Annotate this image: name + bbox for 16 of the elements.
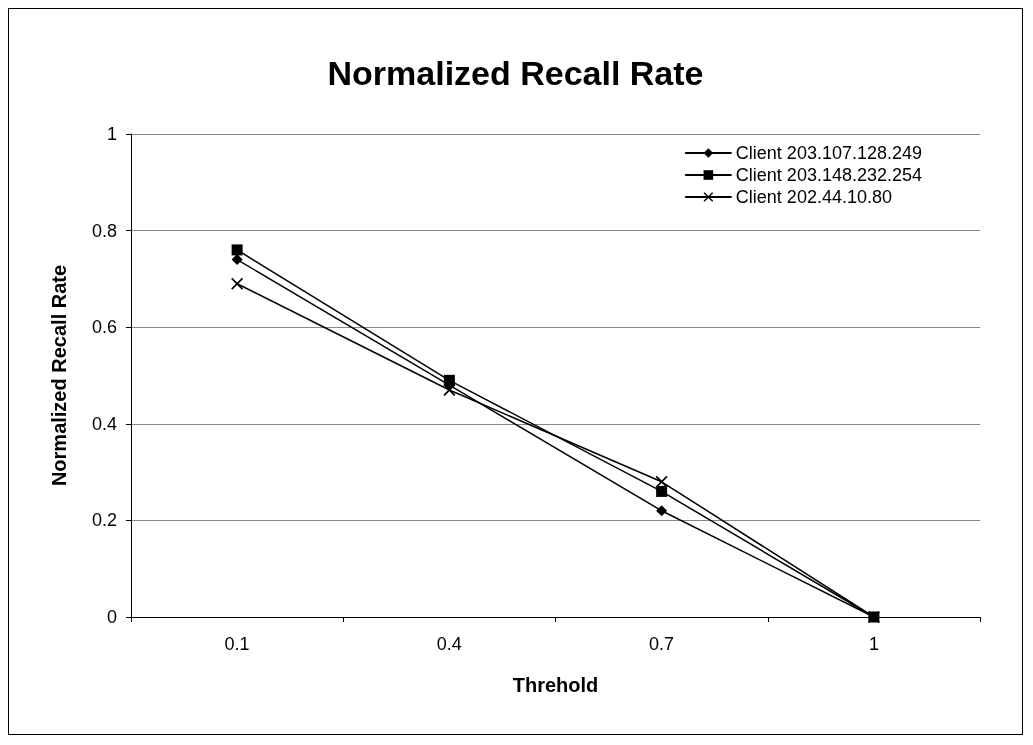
legend-label: Client 203.148.232.254: [735, 165, 922, 185]
x-tick-label: 1: [868, 634, 879, 654]
y-tick-label: 0.2: [91, 510, 117, 531]
y-tick-label: 1: [106, 124, 117, 144]
legend-label: Client 202.44.10.80: [735, 187, 892, 207]
chart-title: Normalized Recall Rate: [327, 54, 704, 92]
y-tick-label: 0.4: [91, 413, 117, 434]
x-tick-label: 0.4: [436, 634, 462, 654]
legend-label: Client 203.107.128.249: [735, 143, 922, 163]
y-tick-label: 0: [106, 607, 117, 627]
y-axis-title: Normalized Recall Rate: [48, 264, 70, 487]
x-tick-label: 0.7: [649, 634, 675, 654]
x-tick-label: 0.1: [224, 634, 250, 654]
y-tick-label: 0.6: [91, 317, 117, 338]
x-axis-title: Threhold: [512, 674, 599, 696]
y-tick-label: 0.8: [91, 220, 117, 241]
